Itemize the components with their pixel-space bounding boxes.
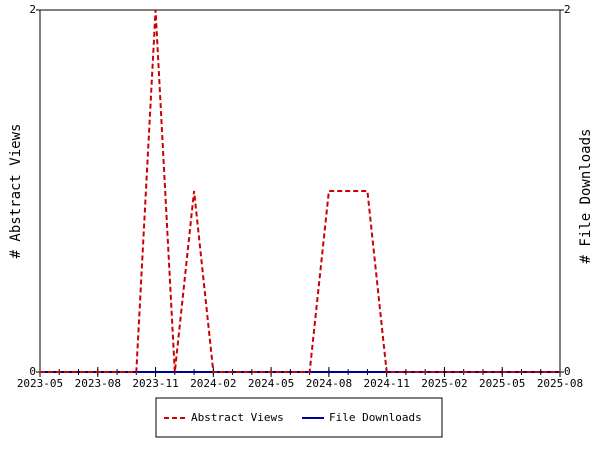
x-tick-label: 2024-08 <box>306 377 352 390</box>
legend-label: Abstract Views <box>191 411 284 424</box>
legend-box <box>155 397 443 438</box>
y-axis-title: # Abstract Views <box>8 124 24 259</box>
x-tick-label: 2023-11 <box>132 377 178 390</box>
x-tick-label: 2025-08 <box>537 377 583 390</box>
x-tick-label: 2023-08 <box>75 377 121 390</box>
x-tick-label: 2024-11 <box>363 377 409 390</box>
y2-axis-title: # File Downloads <box>578 129 594 264</box>
x-tick-label: 2024-05 <box>248 377 294 390</box>
y2-tick-label: 0 <box>564 365 571 378</box>
data-line <box>40 9 560 373</box>
legend-label: File Downloads <box>329 411 422 424</box>
x-tick-label: 2025-05 <box>479 377 525 390</box>
y-tick-label: 2 <box>29 3 36 16</box>
x-tick-label: 2023-05 <box>17 377 63 390</box>
x-tick-label: 2025-02 <box>421 377 467 390</box>
y-tick-label: 0 <box>29 365 36 378</box>
x-tick-label: 2024-02 <box>190 377 236 390</box>
y2-tick-label: 2 <box>564 3 571 16</box>
plot-frame <box>39 9 561 373</box>
